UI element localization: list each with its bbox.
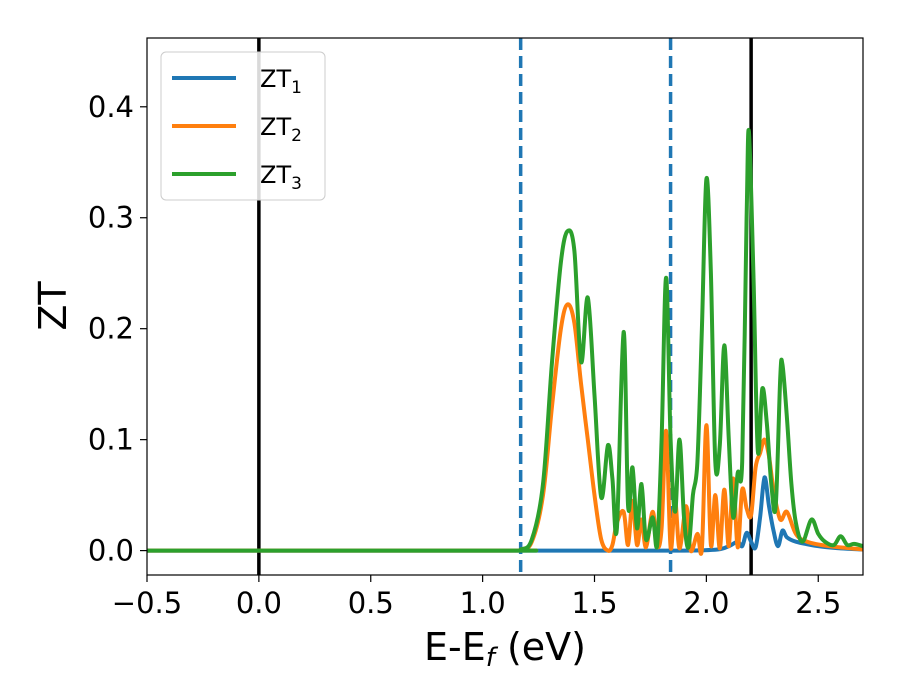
x-tick-label: 2.0 xyxy=(683,586,729,620)
series-line-zt3 xyxy=(147,127,863,553)
legend: ZT1 ZT2 ZT3 xyxy=(160,51,326,201)
x-tick-label: 1.0 xyxy=(460,586,506,620)
legend-box xyxy=(160,51,326,201)
x-tick-label: −0.5 xyxy=(112,586,182,620)
x-tick-label: 2.5 xyxy=(795,586,841,620)
legend-label-zt2: ZT2 xyxy=(260,113,302,146)
y-tick-label: 0.2 xyxy=(88,312,134,346)
plot-frame xyxy=(146,37,864,576)
x-tick-label: 0.0 xyxy=(236,586,282,620)
x-tick-label: 0.5 xyxy=(348,586,394,620)
legend-label-zt3: ZT3 xyxy=(260,161,302,194)
y-tick-label: 0.1 xyxy=(88,423,134,457)
x-tick-label: 1.5 xyxy=(571,586,617,620)
y-tick-label: 0.0 xyxy=(88,534,134,568)
x-axis-label: E-Ef (eV) xyxy=(424,625,586,673)
y-tick-label: 0.3 xyxy=(88,201,134,235)
y-tick-label: 0.4 xyxy=(88,90,134,124)
y-axis-label: ZT xyxy=(31,281,75,331)
series-line-zt2 xyxy=(147,302,863,556)
legend-label-zt1: ZT1 xyxy=(260,65,302,98)
series-line-zt1 xyxy=(147,475,863,553)
